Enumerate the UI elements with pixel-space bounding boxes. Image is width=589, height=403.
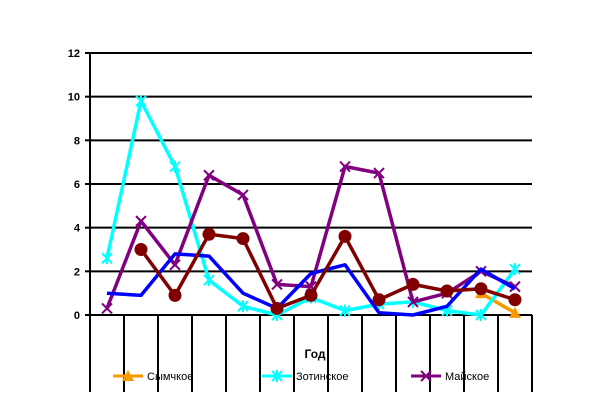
series-1-point-7: [339, 304, 351, 317]
series-2-point-7-b: [339, 160, 351, 173]
legend-marker-2-b: [420, 370, 432, 382]
y-tick-labels: 0 2 4 6 8 10 12: [68, 48, 81, 322]
legend-marker-2: [420, 370, 432, 382]
series-2-point-2-b: [169, 259, 181, 271]
series-2-point-9-b: [407, 296, 419, 308]
series-3: [106, 252, 516, 317]
series-2-point-3-b: [203, 169, 215, 181]
series-4: [134, 227, 522, 315]
y-tick-label-1: 2: [74, 266, 80, 278]
series-4-point-4: [236, 232, 250, 246]
y-tick-label-0: 0: [74, 310, 80, 322]
series-4-point-12: [508, 293, 522, 307]
series-2-point-8-b: [373, 167, 385, 179]
series-4-point-3: [202, 227, 216, 241]
legend-entry-2: Майское: [411, 370, 489, 383]
series-2-point-2: [169, 259, 181, 271]
series-2-point-12-b: [509, 280, 521, 293]
series-2-point-7: [339, 160, 351, 173]
series-2-point-0-b: [101, 302, 113, 315]
series-2-point-3: [203, 169, 215, 181]
series-4-point-7: [338, 229, 352, 243]
legend-marker-1: [271, 370, 283, 382]
legend-label-2: Майское: [445, 371, 489, 383]
series-3-line: [106, 252, 516, 317]
legend-entry-0: Сымчкое: [113, 370, 193, 383]
series-2-point-1-b: [135, 215, 147, 227]
y-tick-label-4: 8: [74, 135, 80, 147]
series-4-point-8: [372, 293, 386, 307]
legend-marker-0: [122, 370, 134, 381]
series-1-point-2: [169, 160, 181, 173]
series-2-point-0: [101, 302, 113, 315]
series-2-point-1: [135, 215, 147, 227]
legend-label-0: Сымчкое: [147, 371, 193, 383]
series-2-point-4-b: [237, 189, 249, 201]
series-4-point-9: [406, 277, 420, 291]
y-tick-label-3: 6: [74, 179, 80, 191]
y-tick-label-6: 12: [68, 48, 80, 60]
series-1-point-3: [203, 274, 215, 287]
y-tick-label-2: 4: [74, 223, 81, 235]
series-4-point-6: [304, 288, 318, 302]
gridlines: [90, 52, 532, 273]
series-0-point-12: [509, 306, 521, 318]
series-1-point-11: [475, 309, 487, 321]
legend-label-1: Зотинское: [296, 371, 348, 383]
series-4-point-5: [270, 301, 284, 315]
legend-entry-1: Зотинское: [262, 370, 348, 383]
series-2-point-12: [509, 280, 521, 293]
series-2-point-5: [271, 278, 283, 291]
series-1-point-12: [509, 263, 521, 276]
series-0-line: [480, 291, 516, 315]
series-group: [101, 95, 522, 321]
series-2-point-8: [373, 167, 385, 179]
series-2-point-9: [407, 296, 419, 308]
y-tick-label-5: 10: [68, 92, 80, 104]
series-4-point-1: [134, 243, 148, 256]
series-2-point-5-b: [271, 278, 283, 291]
series-2-point-4: [237, 189, 249, 201]
series-4-point-10: [440, 284, 454, 298]
legend: Сымчкое Зотинское Майское: [113, 370, 489, 383]
series-4-point-2: [168, 288, 182, 302]
series-1-point-4: [237, 300, 249, 313]
series-4-point-11: [474, 282, 488, 296]
series-1-point-0: [101, 252, 113, 265]
x-axis-title: Год: [305, 347, 326, 361]
series-1-point-1: [135, 95, 147, 108]
